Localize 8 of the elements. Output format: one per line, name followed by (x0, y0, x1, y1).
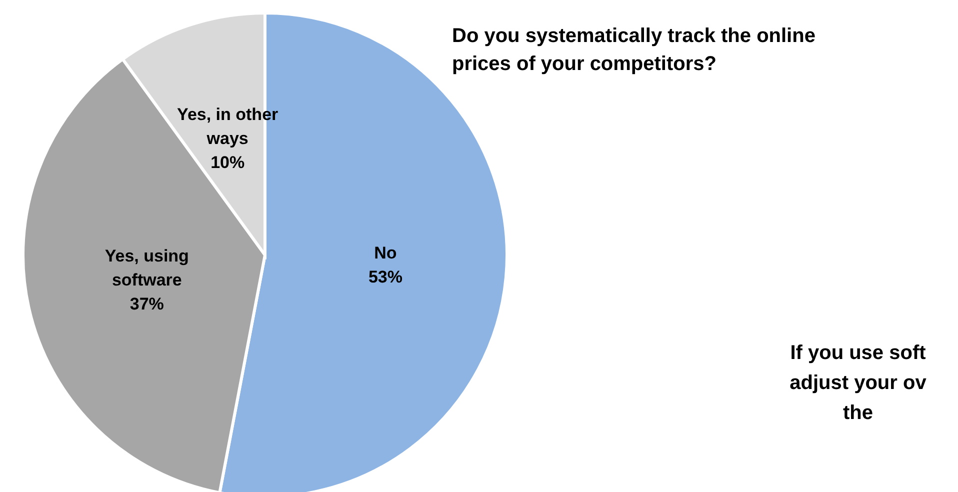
data-label: 53% (368, 268, 402, 287)
data-label: 10% (210, 153, 245, 172)
data-label: 37% (130, 294, 164, 314)
slice-label: Yes, in other ways (177, 105, 279, 148)
slice-label: Yes, using software (104, 246, 189, 290)
text: Do you systematically track the online prices of your competitors? (452, 24, 816, 77)
slice-label: No (374, 244, 397, 263)
text: If you use soft adjust your ov the (788, 341, 928, 426)
